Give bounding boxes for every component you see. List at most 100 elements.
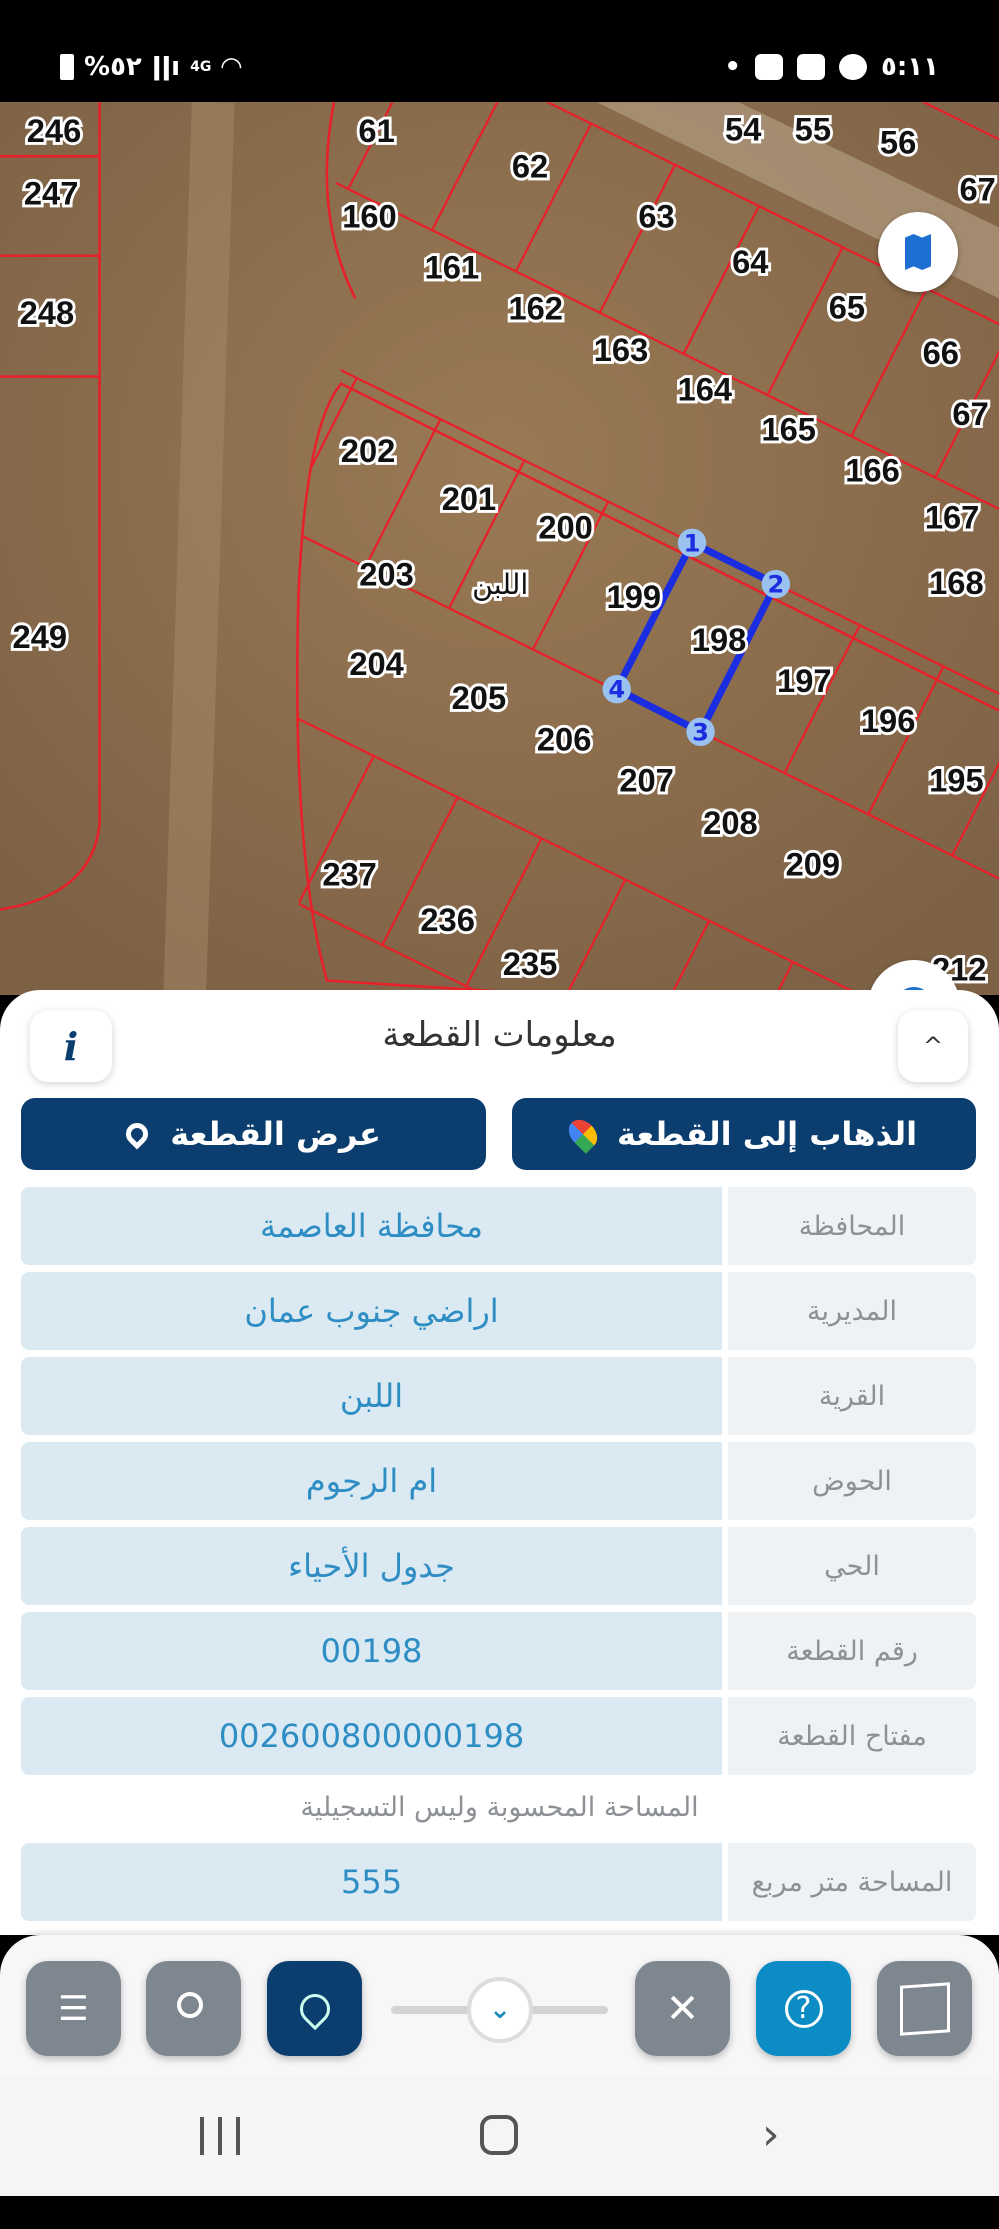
parcel-number-label[interactable]: 208 <box>700 801 760 844</box>
parcel-boundary <box>850 287 928 437</box>
parcel-number-label[interactable]: 64 <box>729 240 771 283</box>
parcel-number-label[interactable]: 235 <box>500 942 560 985</box>
parcel-number-label[interactable]: 167 <box>922 496 982 539</box>
parcel-number-label[interactable]: 198 <box>689 618 749 661</box>
help-location-button[interactable]: ? <box>756 1961 851 2056</box>
info-button[interactable]: i <box>30 1010 112 1082</box>
dot-icon: • <box>724 52 741 82</box>
goto-parcel-label: الذهاب إلى القطعة <box>616 1115 918 1153</box>
measure-tools-button[interactable]: ✕ <box>635 1961 730 2056</box>
parcel-number-label[interactable]: 206 <box>534 717 594 760</box>
search-button[interactable] <box>146 1961 241 2056</box>
parcel-number-label[interactable]: 207 <box>616 759 676 802</box>
parcel-number-label[interactable]: 248 <box>17 291 77 334</box>
parcel-number-label[interactable]: 201 <box>439 477 499 520</box>
parcel-number-label[interactable]: 161 <box>422 246 482 289</box>
parcel-number-label[interactable]: 164 <box>675 368 735 411</box>
parcel-number-label[interactable]: 65 <box>826 285 868 328</box>
parcel-number-label[interactable]: 209 <box>783 843 843 886</box>
parcel-number-label[interactable]: 236 <box>418 898 478 941</box>
info-row: الحوض ام الرجوم <box>21 1442 976 1520</box>
parcel-number-label[interactable]: 162 <box>506 287 566 330</box>
row-value: جدول الأحياء <box>21 1527 722 1605</box>
parcel-boundary <box>297 755 375 905</box>
vertex-marker[interactable] <box>761 569 791 599</box>
parcel-number-label[interactable]: 203 <box>356 553 416 596</box>
vertex-number: 2 <box>767 571 784 599</box>
parcel-boundary <box>632 920 711 995</box>
draw-polygon-button[interactable] <box>877 1961 972 2056</box>
row-label: المحافظة <box>728 1187 976 1265</box>
location-pin-icon <box>121 1118 153 1150</box>
vertex-marker[interactable] <box>686 717 715 747</box>
parcel-number-label[interactable]: 55 <box>792 108 834 151</box>
panel-title: معلومات القطعة <box>382 1015 617 1055</box>
parcel-number-label[interactable]: 163 <box>591 328 651 371</box>
parcel-number-label[interactable]: 67 <box>950 392 992 435</box>
village-label: اللبن <box>472 568 528 601</box>
row-label: الحي <box>728 1527 976 1605</box>
parcel-boundary <box>381 796 459 946</box>
home-button[interactable] <box>480 2115 518 2155</box>
search-icon <box>176 1991 203 2018</box>
parcel-number-label[interactable]: 168 <box>926 561 986 604</box>
clock: ٥:١١ <box>880 52 939 82</box>
info-row: مفتاح القطعة 002600800000198 <box>21 1697 976 1775</box>
parcel-number-label[interactable]: 63 <box>636 194 678 237</box>
parcel-number-label[interactable]: 160 <box>339 194 399 237</box>
polygon-icon <box>899 1981 950 2036</box>
map-view[interactable]: 246 247 248 249 61 62 160 63 54 55 56 67 161 162 64 65 1… <box>0 101 999 1052</box>
parcel-number-label[interactable]: 204 <box>346 642 406 685</box>
parcel-number-label[interactable]: 61 <box>356 109 398 152</box>
row-value: محافظة العاصمة <box>21 1187 722 1265</box>
parcel-number-label[interactable]: 56 <box>877 121 919 164</box>
parcel-number-label[interactable]: 195 <box>926 759 986 802</box>
toolbar-toggle-button[interactable]: ⌄ <box>467 1977 533 2043</box>
parcel-location-button[interactable] <box>267 1961 362 2056</box>
parcel-number-label[interactable]: 202 <box>338 429 398 472</box>
parcel-boundary <box>296 490 999 995</box>
row-value: ام الرجوم <box>21 1442 722 1520</box>
collapse-panel-button[interactable]: ^ <box>898 1010 968 1082</box>
parcel-number-label[interactable]: 54 <box>722 108 764 151</box>
system-nav-bar: › <box>0 2075 999 2196</box>
battery-icon <box>60 54 74 80</box>
youtube-icon <box>754 54 783 80</box>
messenger-icon <box>838 54 867 80</box>
parcel-map[interactable]: 246 247 248 249 61 62 160 63 54 55 56 67 161 162 64 65 1… <box>0 101 999 1025</box>
row-value: 002600800000198 <box>21 1697 722 1775</box>
parcel-number-label[interactable]: 66 <box>920 331 962 374</box>
recent-apps-button[interactable] <box>200 2117 240 2155</box>
info-row-area: المساحة متر مربع 555 <box>21 1843 976 1921</box>
row-value: اللبن <box>21 1357 722 1435</box>
show-parcel-button[interactable]: عرض القطعة <box>21 1098 486 1170</box>
goto-parcel-button[interactable]: الذهاب إلى القطعة <box>512 1098 976 1170</box>
parcel-number-label[interactable]: 166 <box>842 449 902 492</box>
parcel-boundary <box>716 961 794 995</box>
parcel-number-label[interactable]: 67 <box>957 167 999 210</box>
parcel-boundary <box>514 123 593 272</box>
parcel-number-label[interactable]: 237 <box>319 852 379 895</box>
back-button[interactable]: › <box>762 2109 780 2160</box>
parcel-boundary <box>598 164 677 314</box>
parcel-boundary <box>766 246 844 396</box>
parcel-number-label[interactable]: 199 <box>604 575 664 618</box>
vertex-marker[interactable] <box>602 674 631 704</box>
network-type: 4G <box>190 59 212 75</box>
row-value: اراضي جنوب عمان <box>21 1272 722 1350</box>
parcel-number-label[interactable]: 205 <box>449 676 509 719</box>
parcel-number-label[interactable]: 246 <box>24 109 84 152</box>
parcel-number-label[interactable]: 249 <box>10 615 70 658</box>
parcel-number-label[interactable]: 62 <box>509 145 551 188</box>
map-layers-button[interactable] <box>878 212 958 292</box>
parcel-boundary <box>465 837 543 987</box>
parcel-number-label[interactable]: 165 <box>759 408 819 451</box>
parcel-number-label[interactable]: 247 <box>21 172 81 215</box>
parcel-number-label[interactable]: 197 <box>774 659 834 702</box>
row-label: مفتاح القطعة <box>728 1697 976 1775</box>
parcel-number-label[interactable]: 196 <box>858 699 918 742</box>
vertex-marker[interactable] <box>677 528 707 558</box>
list-button[interactable]: ☰ <box>26 1961 121 2056</box>
parcel-number-label[interactable]: 200 <box>535 506 595 549</box>
bottom-bezel <box>0 2196 999 2229</box>
